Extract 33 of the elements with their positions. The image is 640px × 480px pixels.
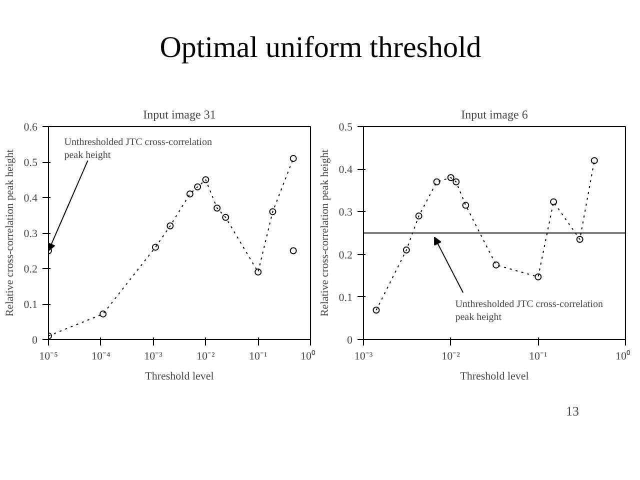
x-tick-label: 10⁻² [442,350,461,362]
y-tick-label: 0.3 [24,228,38,240]
y-tick-label: 0.1 [338,292,352,304]
x-tick-label: 10⁻⁵ [39,350,58,362]
y-tick-label: 0 [347,334,353,346]
chart-title: Input image 6 [461,108,528,122]
y-tick-label: 0.1 [24,299,38,311]
y-tick-label: 0.5 [338,122,353,134]
x-tick-label: 10⁻¹ [529,350,548,362]
annotation: Unthresholded JTC cross-correlation peak height [64,137,212,162]
x-tick-label: 10⁻² [196,350,216,362]
x-tick-label: 10⁰ [616,350,630,362]
y-tick-label: 0 [32,334,38,346]
x-tick-label: 10⁻⁴ [91,350,110,362]
y-axis-title: Relative cross-correlation peak height [4,149,16,317]
y-tick-label: 0.5 [24,157,38,169]
y-axis-title: Relative cross-correlation peak height [318,149,331,317]
y-tick-label: 0.4 [24,192,38,204]
y-tick-label: 0.2 [338,249,352,262]
x-tick-label: 10⁻³ [144,350,164,362]
chart-title: Input image 31 [143,108,216,122]
text: Optimal uniform threshold [160,31,482,64]
x-tick-label: 10⁻¹ [248,350,268,362]
x-axis-title: Threshold level [460,370,529,382]
x-axis-title: Threshold level [145,370,214,382]
y-tick-label: 0.2 [24,264,38,276]
x-tick-label: 10⁻³ [354,350,374,362]
y-tick-label: 0.3 [338,206,353,219]
annotation: Unthresholded JTC cross-correlation peak height [455,299,603,324]
text: 13 [566,404,579,418]
y-tick-label: 0.4 [338,164,353,176]
x-tick-label: 10⁰ [300,350,316,362]
y-tick-label: 0.6 [24,122,38,134]
